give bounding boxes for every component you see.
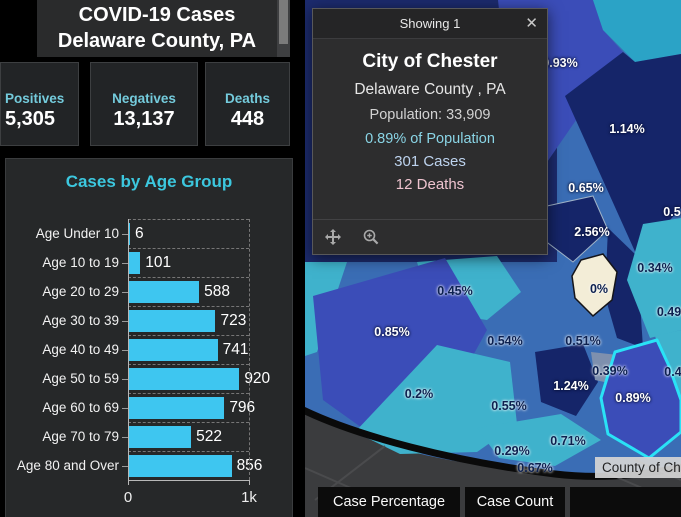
scrollbar-thumb[interactable] <box>279 0 288 44</box>
category-label: Age 30 to 39 <box>6 313 128 328</box>
bar-row: Age Under 10 6 <box>6 219 292 248</box>
popup-percent: 0.89% of Population <box>365 131 495 147</box>
bar-row: Age 40 to 49 741 <box>6 335 292 364</box>
bar[interactable] <box>128 425 192 448</box>
dashboard-title-panel: COVID-19 Cases Delaware County, PA <box>37 0 277 57</box>
map-region-0.85[interactable] <box>313 258 487 448</box>
bar-row: Age 60 to 69 796 <box>6 393 292 422</box>
map-region-0.2[interactable] <box>355 345 517 454</box>
stat-card-positives: Positives 5,305 <box>0 62 79 146</box>
bar-value-label: 741 <box>222 340 249 358</box>
category-label: Age 40 to 49 <box>6 342 128 357</box>
bar[interactable] <box>128 367 240 390</box>
dashboard-title-line1: COVID-19 Cases <box>78 4 236 26</box>
y-axis <box>128 219 129 480</box>
stat-label: Negatives <box>112 91 176 106</box>
bar-value-label: 723 <box>220 311 247 329</box>
stat-value: 5,305 <box>5 108 56 130</box>
chart-title: Cases by Age Group <box>65 172 233 191</box>
x-tick-label: 1k <box>241 489 257 506</box>
category-label: Age Under 10 <box>6 226 128 241</box>
tab-case-count[interactable]: Case Count <box>465 487 565 517</box>
bar-row: Age 30 to 39 723 <box>6 306 292 335</box>
bar[interactable] <box>128 251 141 274</box>
gridline <box>128 393 249 394</box>
map-popup: Showing 1 ✕ City of Chester Delaware Cou… <box>312 8 548 255</box>
basemap-roads <box>305 445 681 506</box>
category-label: Age 20 to 29 <box>6 284 128 299</box>
bar[interactable] <box>128 396 225 419</box>
map-region-selected-chester[interactable] <box>599 338 681 460</box>
gridline <box>128 335 249 336</box>
tab-case-percentage[interactable]: Case Percentage <box>318 487 460 517</box>
bar-value-label: 6 <box>135 224 144 242</box>
category-label: Age 70 to 79 <box>6 429 128 444</box>
tab-bar-filler <box>570 487 681 517</box>
bar-row: Age 20 to 29 588 <box>6 277 292 306</box>
category-label: Age 50 to 59 <box>6 371 128 386</box>
category-label: Age 60 to 69 <box>6 400 128 415</box>
popup-body: City of Chester Delaware County , PA Pop… <box>313 51 547 193</box>
age-group-chart-panel: Cases by Age Group Age Under 10 6 Age 10 t… <box>5 158 293 517</box>
map-region-1.24[interactable] <box>535 344 598 416</box>
chart-rows: Age Under 10 6 Age 10 to 19 101 Age 20 to 29… <box>6 219 292 480</box>
gridline <box>128 364 249 365</box>
x-tick <box>128 480 129 485</box>
stat-value: 448 <box>230 108 265 130</box>
x-axis <box>128 480 249 481</box>
popup-title: City of Chester <box>362 51 498 72</box>
bar-value-label: 796 <box>229 398 256 416</box>
category-label: Age 80 and Over <box>6 458 128 473</box>
bar-value-label: 920 <box>244 369 271 387</box>
popup-deaths: 12 Deaths <box>395 176 465 193</box>
gridline-1k <box>249 219 250 480</box>
pan-icon[interactable] <box>325 229 341 245</box>
gridline <box>128 306 249 307</box>
category-label: Age 10 to 19 <box>6 255 128 270</box>
map-attribution: County of Ch <box>595 457 681 478</box>
map-region-0.29[interactable] <box>477 414 601 466</box>
map-region-0-percent[interactable] <box>571 253 618 318</box>
bar-row: Age 70 to 79 522 <box>6 422 292 451</box>
bar[interactable] <box>128 454 232 477</box>
gridline <box>128 451 249 452</box>
bar[interactable] <box>128 309 216 332</box>
close-icon[interactable]: ✕ <box>525 15 538 32</box>
gridline <box>128 248 249 249</box>
bar-chart: Age Under 10 6 Age 10 to 19 101 Age 20 to 29… <box>6 219 292 506</box>
gridline <box>128 277 249 278</box>
x-tick <box>249 480 250 485</box>
stat-value: 13,137 <box>113 108 175 130</box>
bar-row: Age 80 and Over 856 <box>6 451 292 480</box>
stat-label: Deaths <box>224 91 270 106</box>
bar-value-label: 588 <box>204 282 231 300</box>
bar[interactable] <box>128 338 218 361</box>
popup-subtitle: Delaware County , PA <box>354 81 506 98</box>
popup-cases: 301 Cases <box>394 153 466 170</box>
gridline <box>128 219 249 220</box>
bar-value-label: 101 <box>145 253 172 271</box>
dashboard-title-line2: Delaware County, PA <box>57 30 257 52</box>
x-tick-label: 0 <box>123 489 133 506</box>
popup-header: Showing 1 ✕ <box>313 9 547 39</box>
map-region-topright[interactable] <box>593 0 681 62</box>
bar[interactable] <box>128 222 130 245</box>
popup-footer <box>313 219 547 254</box>
popup-population: Population: 33,909 <box>369 107 491 123</box>
map-region-0.34[interactable] <box>627 218 681 338</box>
bar-row: Age 10 to 19 101 <box>6 248 292 277</box>
zoom-to-icon[interactable] <box>363 229 380 246</box>
stat-card-negatives: Negatives 13,137 <box>90 62 198 146</box>
stat-label: Positives <box>5 91 65 106</box>
bar-value-label: 522 <box>196 427 223 445</box>
stat-card-deaths: Deaths 448 <box>205 62 290 146</box>
popup-showing-count: Showing 1 <box>399 16 461 31</box>
scrollbar-track[interactable] <box>277 0 290 57</box>
map-tab-bar: Case Percentage Case Count <box>318 487 681 517</box>
gridline <box>128 422 249 423</box>
bar[interactable] <box>128 280 200 303</box>
map-region-1.14[interactable] <box>565 52 681 256</box>
bar-row: Age 50 to 59 920 <box>6 364 292 393</box>
